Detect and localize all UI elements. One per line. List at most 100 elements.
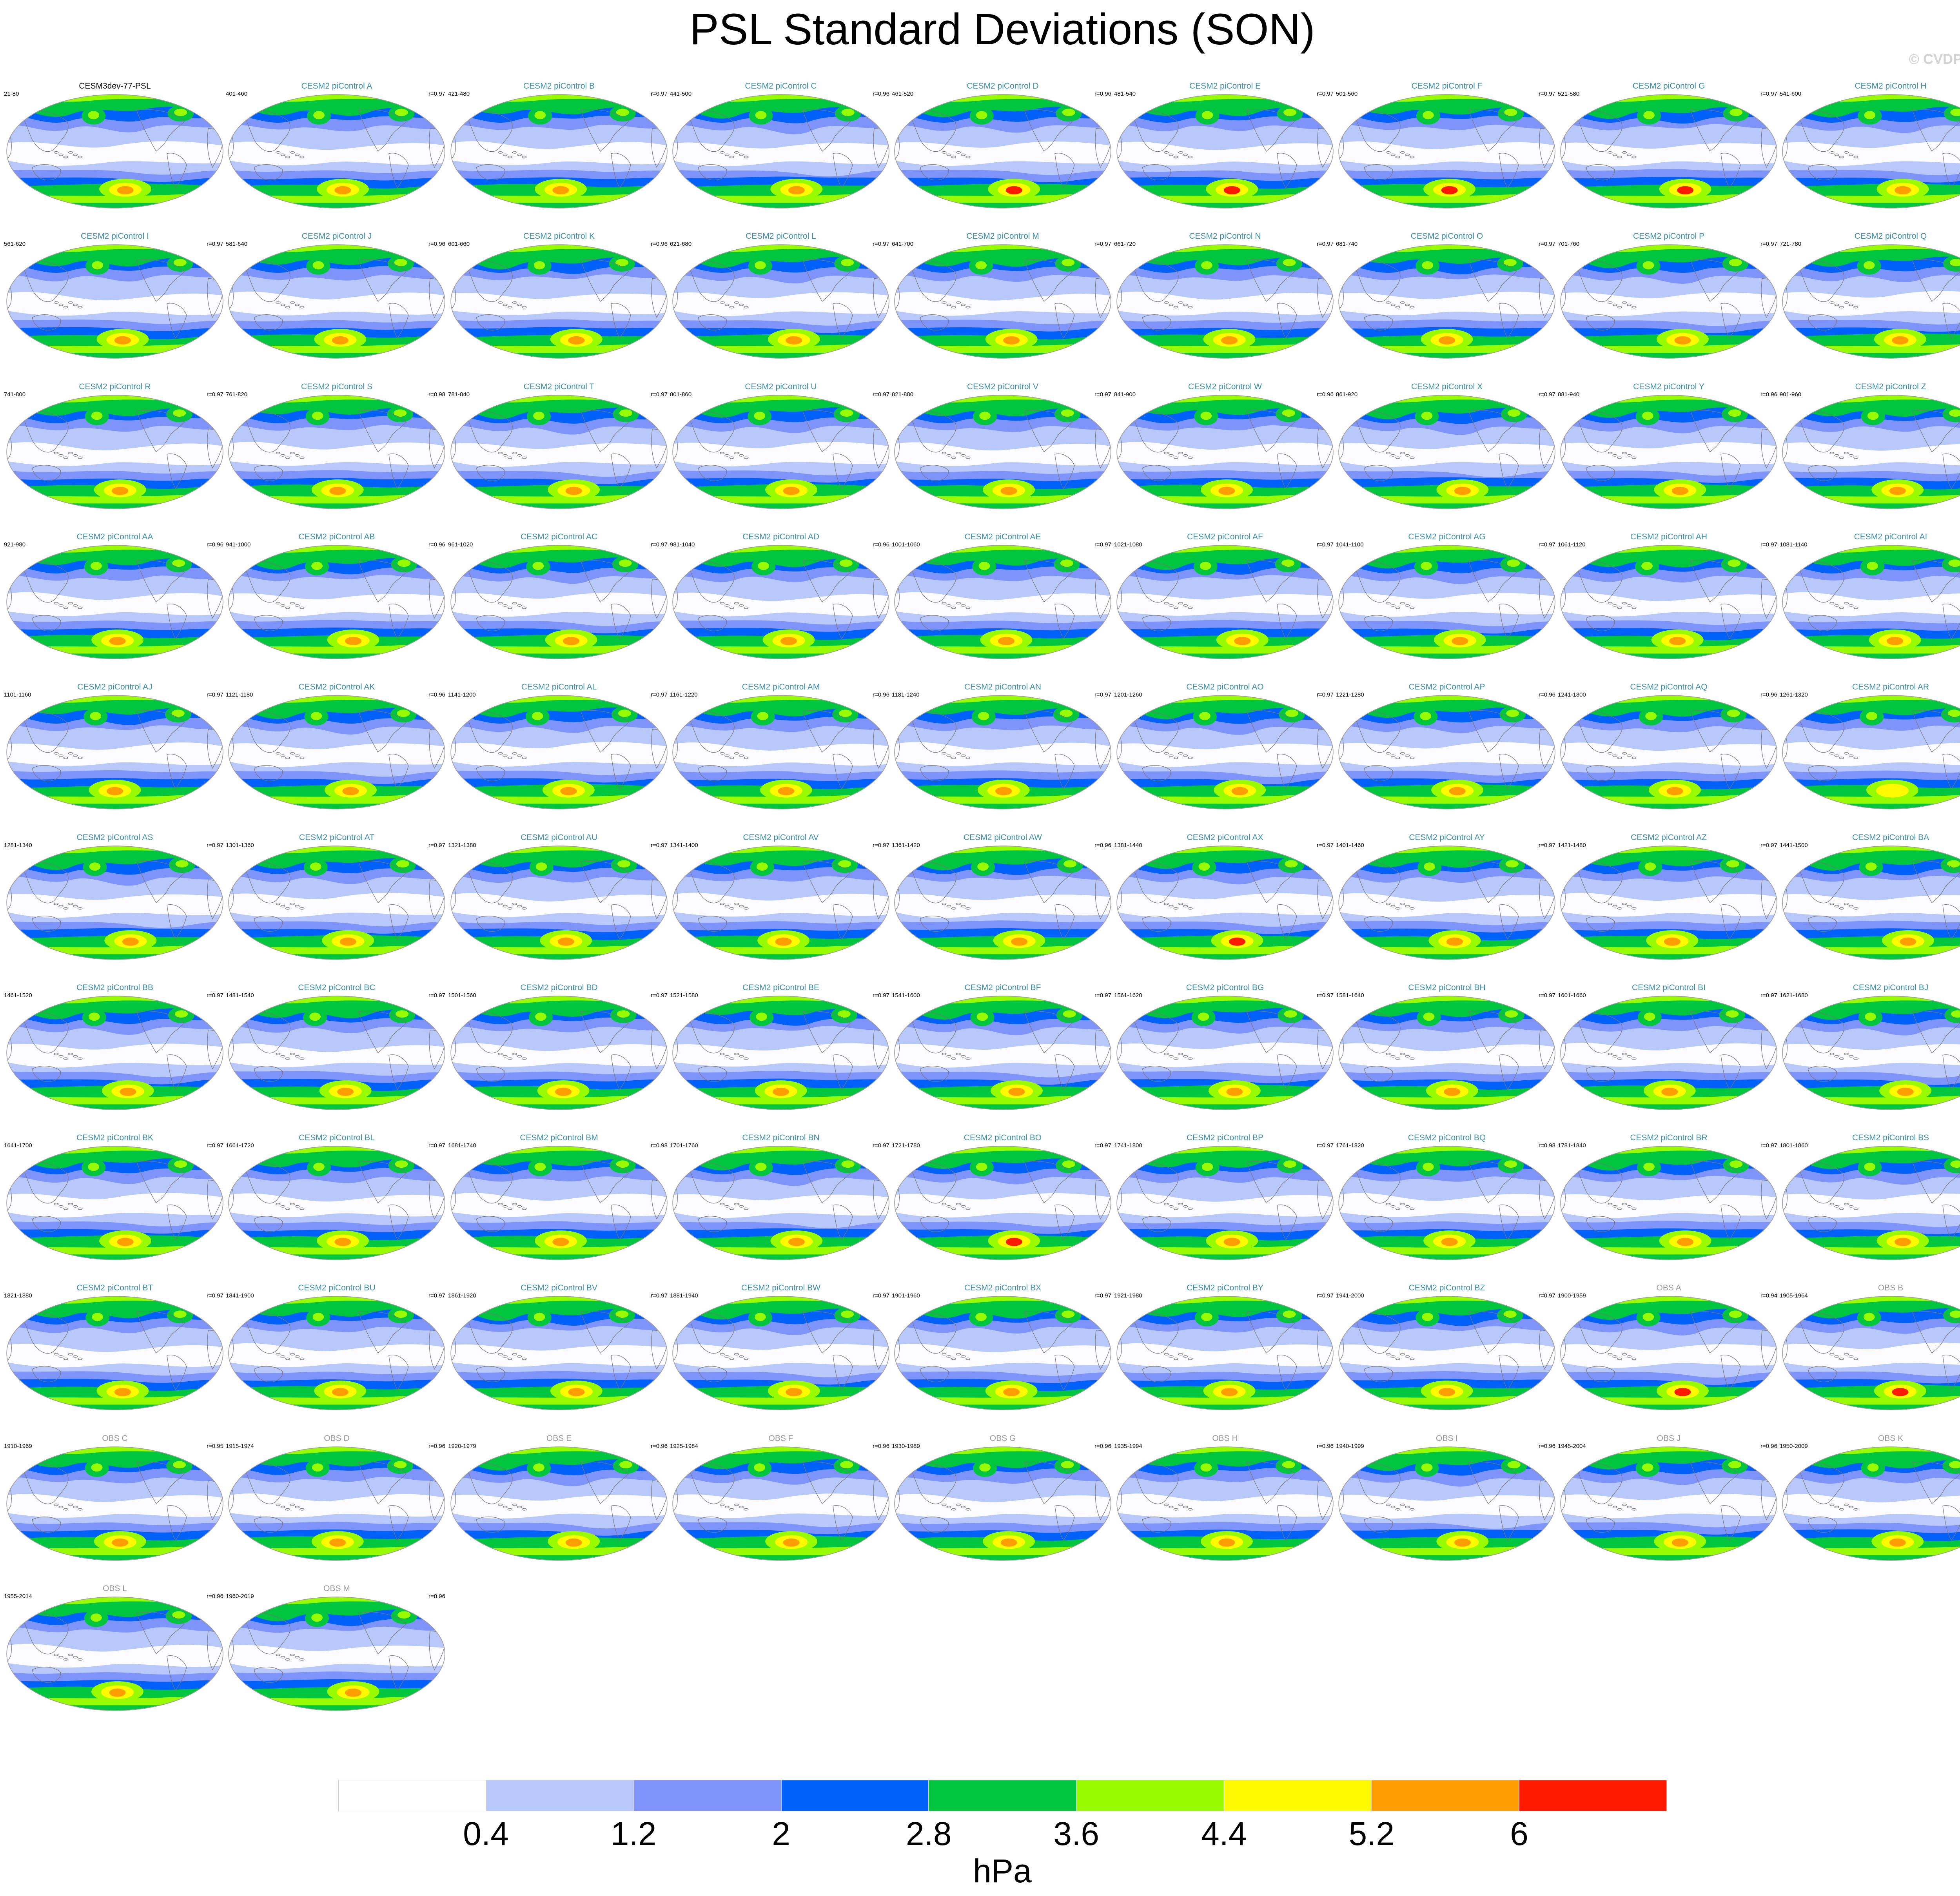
panel-title: CESM2 piControl F [1411,82,1482,91]
panel-title: CESM2 piControl AJ [77,682,152,691]
panel-title: CESM3dev-77-PSL [79,82,151,91]
map-panel: CESM2 piControl AF 1021-1080 r=0.97 [1114,532,1334,659]
panel-years: 1781-1840 [1558,1142,1586,1149]
map-panel: CESM2 piControl C 441-500 r=0.96 [670,82,889,209]
map-panel: CESM2 piControl E 481-540 r=0.97 [1114,82,1334,209]
page-title: PSL Standard Deviations (SON) [690,5,1315,54]
panel-title: CESM2 piControl BU [298,1283,376,1292]
colorbar-tick-label: 3.6 [1053,1815,1100,1852]
panel-years: 1915-1974 [226,1443,254,1450]
panel-title: CESM2 piControl L [746,232,816,241]
panel-correlation: r=0.96 [873,91,889,97]
panel-title: OBS I [1436,1434,1458,1443]
map-panel: CESM2 piControl J 581-640 r=0.96 [226,232,445,359]
panel-years: 441-500 [670,91,691,97]
panel-correlation: r=0.97 [1760,1142,1777,1149]
panel-correlation: r=0.97 [1094,541,1111,548]
map-panel: CESM2 piControl AS 1281-1340 r=0.97 [4,833,223,960]
map-panel: CESM2 piControl AD 981-1040 r=0.96 [670,532,889,659]
panel-years: 1905-1964 [1780,1292,1808,1299]
panel-correlation: r=0.97 [873,842,889,849]
panel-title: OBS C [102,1434,127,1443]
panel-title: CESM2 piControl BC [298,983,376,992]
panel-title: CESM2 piControl U [745,382,817,391]
panel-title: CESM2 piControl AI [1854,532,1927,541]
panel-title: CESM2 piControl BM [520,1133,598,1142]
map-panel: CESM2 piControl BK 1641-1700 r=0.97 [4,1133,223,1260]
panel-title: OBS L [103,1584,127,1593]
map-panel: OBS J 1945-2004 r=0.96 [1558,1434,1777,1561]
map-panel: CESM2 piControl AZ 1421-1480 r=0.97 [1558,833,1777,960]
map-panel: OBS D 1915-1974 r=0.96 [226,1434,445,1561]
panel-title: CESM2 piControl BR [1630,1133,1707,1142]
panel-correlation: r=0.98 [651,1142,668,1149]
map-panel: CESM2 piControl AU 1321-1380 r=0.97 [448,833,668,960]
colorbar-tick-label: 1.2 [610,1815,657,1852]
map-panel: CESM2 piControl G 521-580 r=0.97 [1558,82,1777,209]
panel-correlation: r=0.96 [873,691,889,698]
panel-years: 1821-1880 [4,1292,32,1299]
panel-years: 1801-1860 [1780,1142,1808,1149]
map-panel: CESM2 piControl BR 1781-1840 r=0.97 [1558,1133,1777,1260]
map-panel: CESM2 piControl BP 1741-1800 r=0.97 [1114,1133,1334,1260]
panel-correlation: r=0.96 [428,1593,445,1600]
panel-years: 861-920 [1336,391,1357,398]
colorbar-segment [929,1780,1076,1811]
panel-title: CESM2 piControl E [1189,82,1260,91]
panel-years: 1941-2000 [1336,1292,1364,1299]
panel-title: CESM2 piControl AD [742,532,819,541]
panel-correlation: r=0.97 [207,1142,223,1149]
panel-years: 1940-1999 [1336,1443,1364,1450]
panel-correlation: r=0.97 [651,1292,668,1299]
map-panel: CESM2 piControl BV 1861-1920 r=0.97 [448,1283,668,1411]
map-panel: CESM2 piControl W 841-900 r=0.96 [1114,382,1334,509]
map-panel: OBS F 1925-1984 r=0.96 [670,1434,889,1561]
map-panel: CESM2 piControl AV 1341-1400 r=0.97 [670,833,889,960]
map-panel: CESM2 piControl BD 1501-1560 r=0.97 [448,983,668,1110]
panel-correlation: r=0.97 [1539,992,1555,999]
map-panel: OBS A 1900-1959 r=0.94 [1558,1283,1777,1411]
panel-title: CESM2 piControl AY [1409,833,1485,842]
panel-title: CESM2 piControl BH [1408,983,1485,992]
panel-correlation: r=0.97 [873,391,889,398]
panel-title: CESM2 piControl K [523,232,595,241]
panel-years: 1501-1560 [448,992,476,999]
panel-correlation: r=0.97 [207,1292,223,1299]
panel-correlation: r=0.96 [873,541,889,548]
panel-years: 521-580 [1558,91,1579,97]
panel-years: 21-80 [4,91,19,97]
panel-correlation: r=0.97 [651,391,668,398]
panel-years: 1281-1340 [4,842,32,849]
panel-title: CESM2 piControl I [81,232,149,241]
map-panel: OBS L 1955-2014 r=0.96 [4,1584,223,1711]
map-panel: CESM2 piControl K 601-660 r=0.96 [448,232,668,359]
panel-title: CESM2 piControl AN [964,682,1041,691]
map-panel: CESM2 piControl BI 1601-1660 r=0.97 [1558,983,1777,1110]
panel-title: OBS G [990,1434,1016,1443]
panel-correlation: r=0.97 [651,91,668,97]
panel-years: 901-960 [1780,391,1801,398]
panel-correlation: r=0.97 [428,91,445,97]
panel-title: CESM2 piControl BY [1186,1283,1263,1292]
panel-correlation: r=0.97 [1317,541,1334,548]
panel-title: CESM2 piControl W [1188,382,1262,391]
map-panel: CESM2 piControl D 461-520 r=0.96 [892,82,1111,209]
panel-years: 661-720 [1114,241,1136,247]
panel-title: CESM2 piControl BQ [1408,1133,1486,1142]
panel-years: 541-600 [1780,91,1801,97]
panel-title: CESM2 piControl BW [741,1283,820,1292]
panel-years: 1141-1200 [448,691,476,698]
colorbar-tick-label: 6 [1510,1815,1528,1852]
map-panel: CESM2 piControl A 401-460 r=0.97 [226,82,445,209]
panel-years: 621-680 [670,241,691,247]
panel-title: OBS F [768,1434,793,1443]
panel-title: OBS E [546,1434,571,1443]
panel-correlation: r=0.96 [207,1593,223,1600]
panel-correlation: r=0.97 [1094,241,1111,247]
map-panel: CESM2 piControl X 861-920 r=0.97 [1336,382,1555,509]
